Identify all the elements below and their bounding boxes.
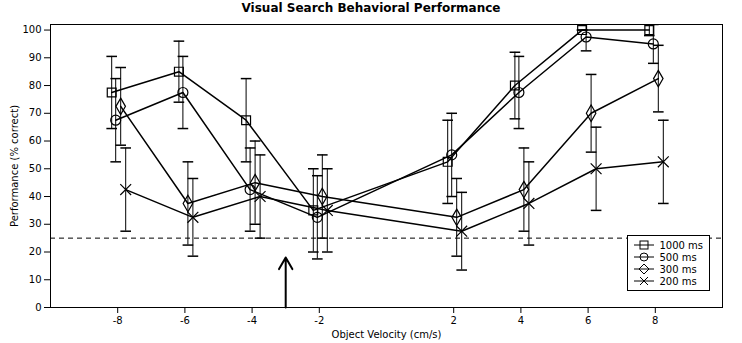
html-text:200 ms: 200 ms xyxy=(659,275,697,287)
svg-text:4: 4 xyxy=(518,315,524,326)
svg-text:-6: -6 xyxy=(180,315,190,326)
svg-text:Performance (% correct): Performance (% correct) xyxy=(9,105,20,227)
html-text:300 ms: 300 ms xyxy=(659,263,697,275)
svg-text:60: 60 xyxy=(29,135,42,146)
svg-text:2: 2 xyxy=(451,315,457,326)
html-text:Visual Search Behavioral Perfo: Visual Search Behavioral Performance xyxy=(241,1,501,15)
svg-text:8: 8 xyxy=(652,315,658,326)
svg-text:90: 90 xyxy=(29,52,42,63)
svg-text:100: 100 xyxy=(22,24,41,35)
svg-text:Object Velocity (cm/s): Object Velocity (cm/s) xyxy=(332,329,442,340)
html-text:500 ms: 500 ms xyxy=(659,251,697,263)
svg-text:-2: -2 xyxy=(314,315,324,326)
svg-text:0: 0 xyxy=(35,302,41,313)
html-text:1000 ms: 1000 ms xyxy=(659,239,703,251)
svg-text:-4: -4 xyxy=(247,315,257,326)
svg-text:10: 10 xyxy=(29,274,42,285)
svg-text:20: 20 xyxy=(29,246,42,257)
svg-text:80: 80 xyxy=(29,80,42,91)
svg-text:30: 30 xyxy=(29,218,42,229)
svg-text:70: 70 xyxy=(29,107,42,118)
svg-text:40: 40 xyxy=(29,191,42,202)
svg-text:50: 50 xyxy=(29,163,42,174)
svg-text:6: 6 xyxy=(585,315,591,326)
svg-text:-8: -8 xyxy=(113,315,123,326)
